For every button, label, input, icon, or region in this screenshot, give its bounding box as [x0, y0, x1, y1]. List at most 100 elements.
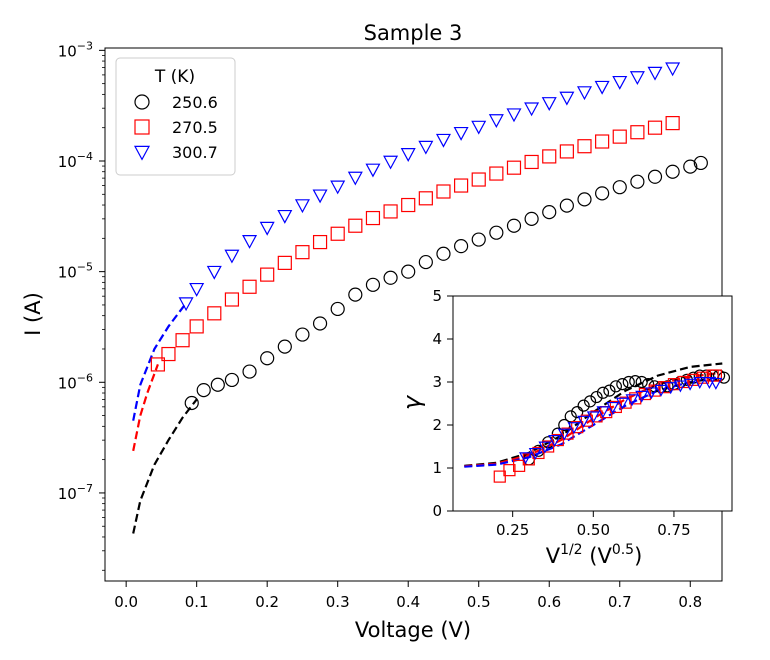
- inset-y-tick-label: 3: [432, 373, 442, 391]
- inset-data-point: [577, 415, 591, 428]
- legend-frame: [115, 57, 236, 176]
- main-data-point: [612, 75, 628, 90]
- inset-data-point: [519, 452, 533, 465]
- inset-data-point: [564, 410, 577, 423]
- inset-fit-line: [464, 362, 723, 467]
- x-axis-label: Voltage (V): [355, 618, 471, 642]
- main-data-point: [665, 62, 681, 77]
- inset-data-point: [673, 380, 687, 393]
- main-data-point: [665, 164, 680, 179]
- inset-data-point: [567, 422, 581, 435]
- main-data-point: [383, 270, 398, 285]
- main-data-point: [665, 116, 680, 131]
- inset-plot-area: [453, 296, 732, 511]
- inset-y-tick-label: 1: [432, 459, 442, 477]
- main-data-point: [576, 86, 593, 101]
- main-data-point: [189, 282, 205, 297]
- main-data-point: [224, 372, 240, 388]
- main-data-point: [471, 232, 486, 247]
- inset-data-point: [658, 381, 671, 394]
- main-data-point: [683, 159, 698, 174]
- main-data-point: [242, 279, 257, 294]
- main-data-point: [277, 255, 292, 270]
- inset-data-point: [677, 375, 690, 389]
- main-data-point: [294, 199, 310, 214]
- main-data-point: [594, 80, 610, 95]
- legend-marker: [133, 145, 151, 161]
- inset-data-points: [493, 369, 731, 483]
- main-data-point: [365, 210, 381, 226]
- main-data-point: [178, 297, 194, 312]
- main-data-point: [312, 189, 328, 204]
- main-data-point: [150, 357, 165, 372]
- main-data-point: [224, 292, 240, 307]
- legend-label: 300.7: [172, 143, 218, 162]
- main-data-point: [471, 172, 486, 187]
- main-x-tick-label: 0.3: [326, 593, 350, 611]
- main-data-point: [453, 239, 469, 254]
- main-x-tick-label: 0.6: [537, 593, 561, 611]
- main-y-ticks: 10−7 10−6 10−5 10−4 10−3: [58, 39, 105, 571]
- main-data-point: [418, 140, 434, 155]
- main-data-point: [559, 144, 574, 159]
- inset-data-point: [557, 428, 571, 441]
- inset-data-point: [542, 440, 555, 453]
- inset-data-point: [583, 395, 597, 408]
- inset-y-tick-label: 0: [432, 502, 442, 520]
- main-data-point: [630, 174, 645, 189]
- inset-data-point: [590, 390, 603, 404]
- main-data-point: [506, 160, 522, 175]
- main-data-point: [312, 234, 328, 250]
- main-x-tick-label: 0.1: [185, 593, 209, 611]
- main-data-points: [150, 62, 708, 411]
- main-data-point: [418, 191, 433, 206]
- main-y-tick-label: 10−7: [58, 482, 93, 503]
- inset-data-point: [615, 397, 629, 410]
- main-data-point: [189, 319, 204, 334]
- main-data-point: [453, 178, 469, 193]
- main-data-point: [436, 184, 451, 199]
- main-data-point: [595, 186, 610, 201]
- main-data-point: [277, 339, 292, 354]
- main-data-point: [542, 205, 557, 220]
- inset-data-point: [577, 399, 590, 412]
- main-data-point: [577, 139, 592, 154]
- legend: T (K) 250.6 270.5 300.7: [115, 57, 236, 176]
- inset-data-point: [561, 427, 574, 440]
- inset-data-point: [661, 380, 674, 393]
- inset-data-point: [638, 387, 652, 401]
- legend-label: 270.5: [172, 118, 218, 137]
- inset-y-axis-label: γ: [398, 394, 426, 410]
- main-data-point: [489, 225, 504, 240]
- main-data-point: [206, 265, 222, 280]
- inset-data-point: [596, 406, 610, 419]
- main-data-point: [612, 129, 627, 144]
- main-fit-line: [132, 398, 198, 534]
- inset-data-point: [644, 387, 658, 400]
- main-data-point: [595, 134, 610, 149]
- main-data-point: [365, 163, 381, 178]
- inset-data-point: [709, 377, 723, 390]
- inset-data-point: [586, 411, 600, 424]
- inset-chart: 0.25 0.50 0.75 0 1 2 3 4 5 γ V1/2 (V0.5): [398, 287, 733, 568]
- main-data-point: [207, 306, 222, 321]
- inset-data-point: [571, 406, 584, 419]
- inset-data-point: [538, 441, 552, 454]
- inset-data-point: [616, 378, 629, 391]
- inset-data-point: [606, 401, 620, 414]
- main-data-point: [577, 192, 592, 207]
- inset-x-tick-label: 0.25: [496, 521, 529, 539]
- legend-label: 250.6: [172, 93, 218, 112]
- main-data-point: [161, 346, 176, 362]
- inset-data-point: [625, 394, 639, 407]
- main-data-point: [383, 155, 399, 170]
- main-data-point: [435, 133, 451, 148]
- legend-marker: [134, 119, 150, 135]
- main-data-point: [629, 71, 645, 86]
- main-data-point: [260, 351, 275, 366]
- main-data-point: [559, 91, 575, 106]
- main-data-point: [277, 209, 293, 224]
- main-data-point: [210, 377, 225, 392]
- main-data-point: [312, 316, 328, 331]
- legend-items: 250.6 270.5 300.7: [133, 93, 218, 162]
